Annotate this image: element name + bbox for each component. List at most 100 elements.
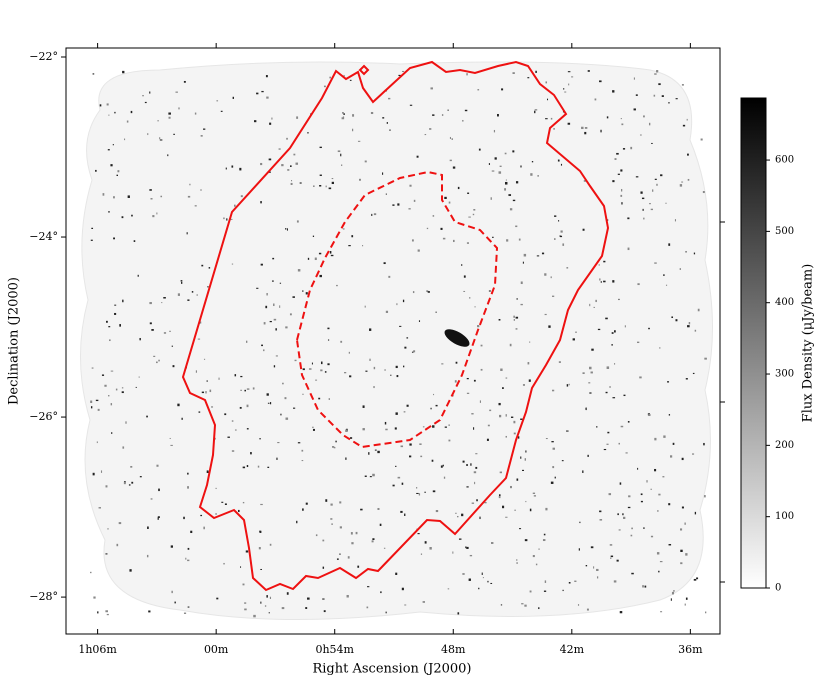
source	[490, 197, 492, 200]
source	[266, 96, 269, 99]
source	[388, 97, 391, 100]
source	[551, 441, 554, 443]
source	[653, 94, 656, 97]
source	[586, 608, 589, 611]
source	[392, 484, 395, 487]
source	[687, 178, 690, 181]
source	[177, 403, 180, 407]
source	[139, 337, 141, 341]
source	[557, 159, 560, 162]
source	[107, 149, 110, 151]
source	[505, 435, 507, 438]
source	[435, 311, 437, 314]
source	[234, 429, 237, 431]
source	[671, 316, 674, 319]
source	[351, 542, 354, 545]
source	[681, 181, 684, 183]
source	[276, 457, 278, 460]
source	[358, 178, 361, 181]
source	[579, 521, 581, 524]
source	[424, 491, 426, 493]
source	[357, 140, 361, 142]
source	[352, 128, 354, 132]
source	[538, 607, 540, 610]
source	[431, 459, 434, 462]
source	[427, 291, 430, 293]
source	[515, 316, 519, 319]
source	[364, 305, 366, 308]
source	[656, 183, 658, 186]
source	[114, 111, 116, 114]
source	[564, 91, 567, 93]
source	[635, 94, 638, 96]
source	[612, 397, 616, 399]
source	[233, 204, 236, 207]
source	[328, 398, 330, 400]
source	[156, 464, 159, 467]
source	[372, 538, 375, 541]
source	[685, 250, 687, 253]
source	[639, 376, 642, 379]
source	[575, 331, 577, 333]
source	[487, 580, 489, 583]
source	[582, 470, 584, 473]
source	[347, 556, 350, 559]
source	[216, 100, 219, 102]
source	[147, 133, 149, 136]
source	[257, 465, 260, 468]
source	[527, 77, 530, 79]
source	[520, 165, 522, 168]
source	[215, 513, 217, 515]
source	[616, 559, 619, 562]
source	[349, 375, 352, 378]
source	[173, 133, 175, 135]
source	[531, 161, 534, 163]
source	[470, 463, 472, 466]
source	[656, 70, 659, 73]
source	[512, 150, 515, 153]
source	[651, 142, 653, 144]
source	[518, 436, 520, 439]
source	[420, 553, 423, 555]
source	[312, 428, 315, 431]
source	[488, 163, 491, 165]
source	[444, 196, 447, 199]
source	[476, 499, 478, 502]
source	[339, 526, 342, 529]
source	[457, 612, 460, 615]
source	[625, 452, 628, 454]
source	[429, 128, 432, 130]
source	[110, 370, 114, 372]
source	[521, 603, 524, 605]
source	[612, 90, 615, 93]
source	[486, 438, 489, 441]
source	[514, 509, 516, 511]
source	[441, 114, 444, 116]
source	[124, 138, 126, 141]
source	[572, 338, 575, 341]
source	[504, 152, 507, 155]
source	[675, 319, 678, 322]
source	[628, 495, 631, 498]
source	[244, 608, 247, 611]
source	[242, 501, 245, 504]
source	[513, 420, 516, 424]
source	[144, 101, 147, 104]
source	[471, 413, 474, 415]
source	[479, 516, 481, 520]
source	[185, 557, 187, 560]
source	[581, 126, 584, 130]
source	[372, 473, 375, 477]
source	[552, 447, 555, 450]
source	[599, 510, 602, 513]
source	[198, 411, 201, 413]
source	[501, 88, 504, 91]
source	[658, 83, 661, 86]
source	[480, 368, 483, 371]
source	[286, 228, 288, 231]
source	[658, 493, 661, 496]
source	[535, 70, 537, 73]
source	[329, 76, 332, 79]
source	[318, 397, 321, 400]
source	[442, 464, 444, 467]
